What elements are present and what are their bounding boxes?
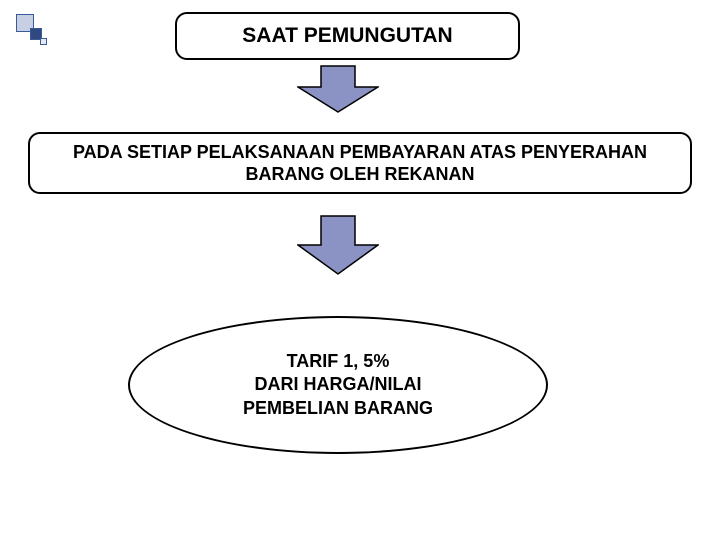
title-box: SAAT PEMUNGUTAN — [175, 12, 520, 60]
description-box: PADA SETIAP PELAKSANAAN PEMBAYARAN ATAS … — [28, 132, 692, 194]
tarif-ellipse-text: TARIF 1, 5%DARI HARGA/NILAIPEMBELIAN BAR… — [243, 350, 433, 420]
tarif-ellipse: TARIF 1, 5%DARI HARGA/NILAIPEMBELIAN BAR… — [128, 316, 548, 454]
description-box-text: PADA SETIAP PELAKSANAAN PEMBAYARAN ATAS … — [73, 141, 647, 186]
decor-square-small — [40, 38, 47, 45]
down-arrow-1 — [297, 65, 379, 113]
title-box-text: SAAT PEMUNGUTAN — [242, 24, 452, 48]
down-arrow-2 — [297, 215, 379, 275]
